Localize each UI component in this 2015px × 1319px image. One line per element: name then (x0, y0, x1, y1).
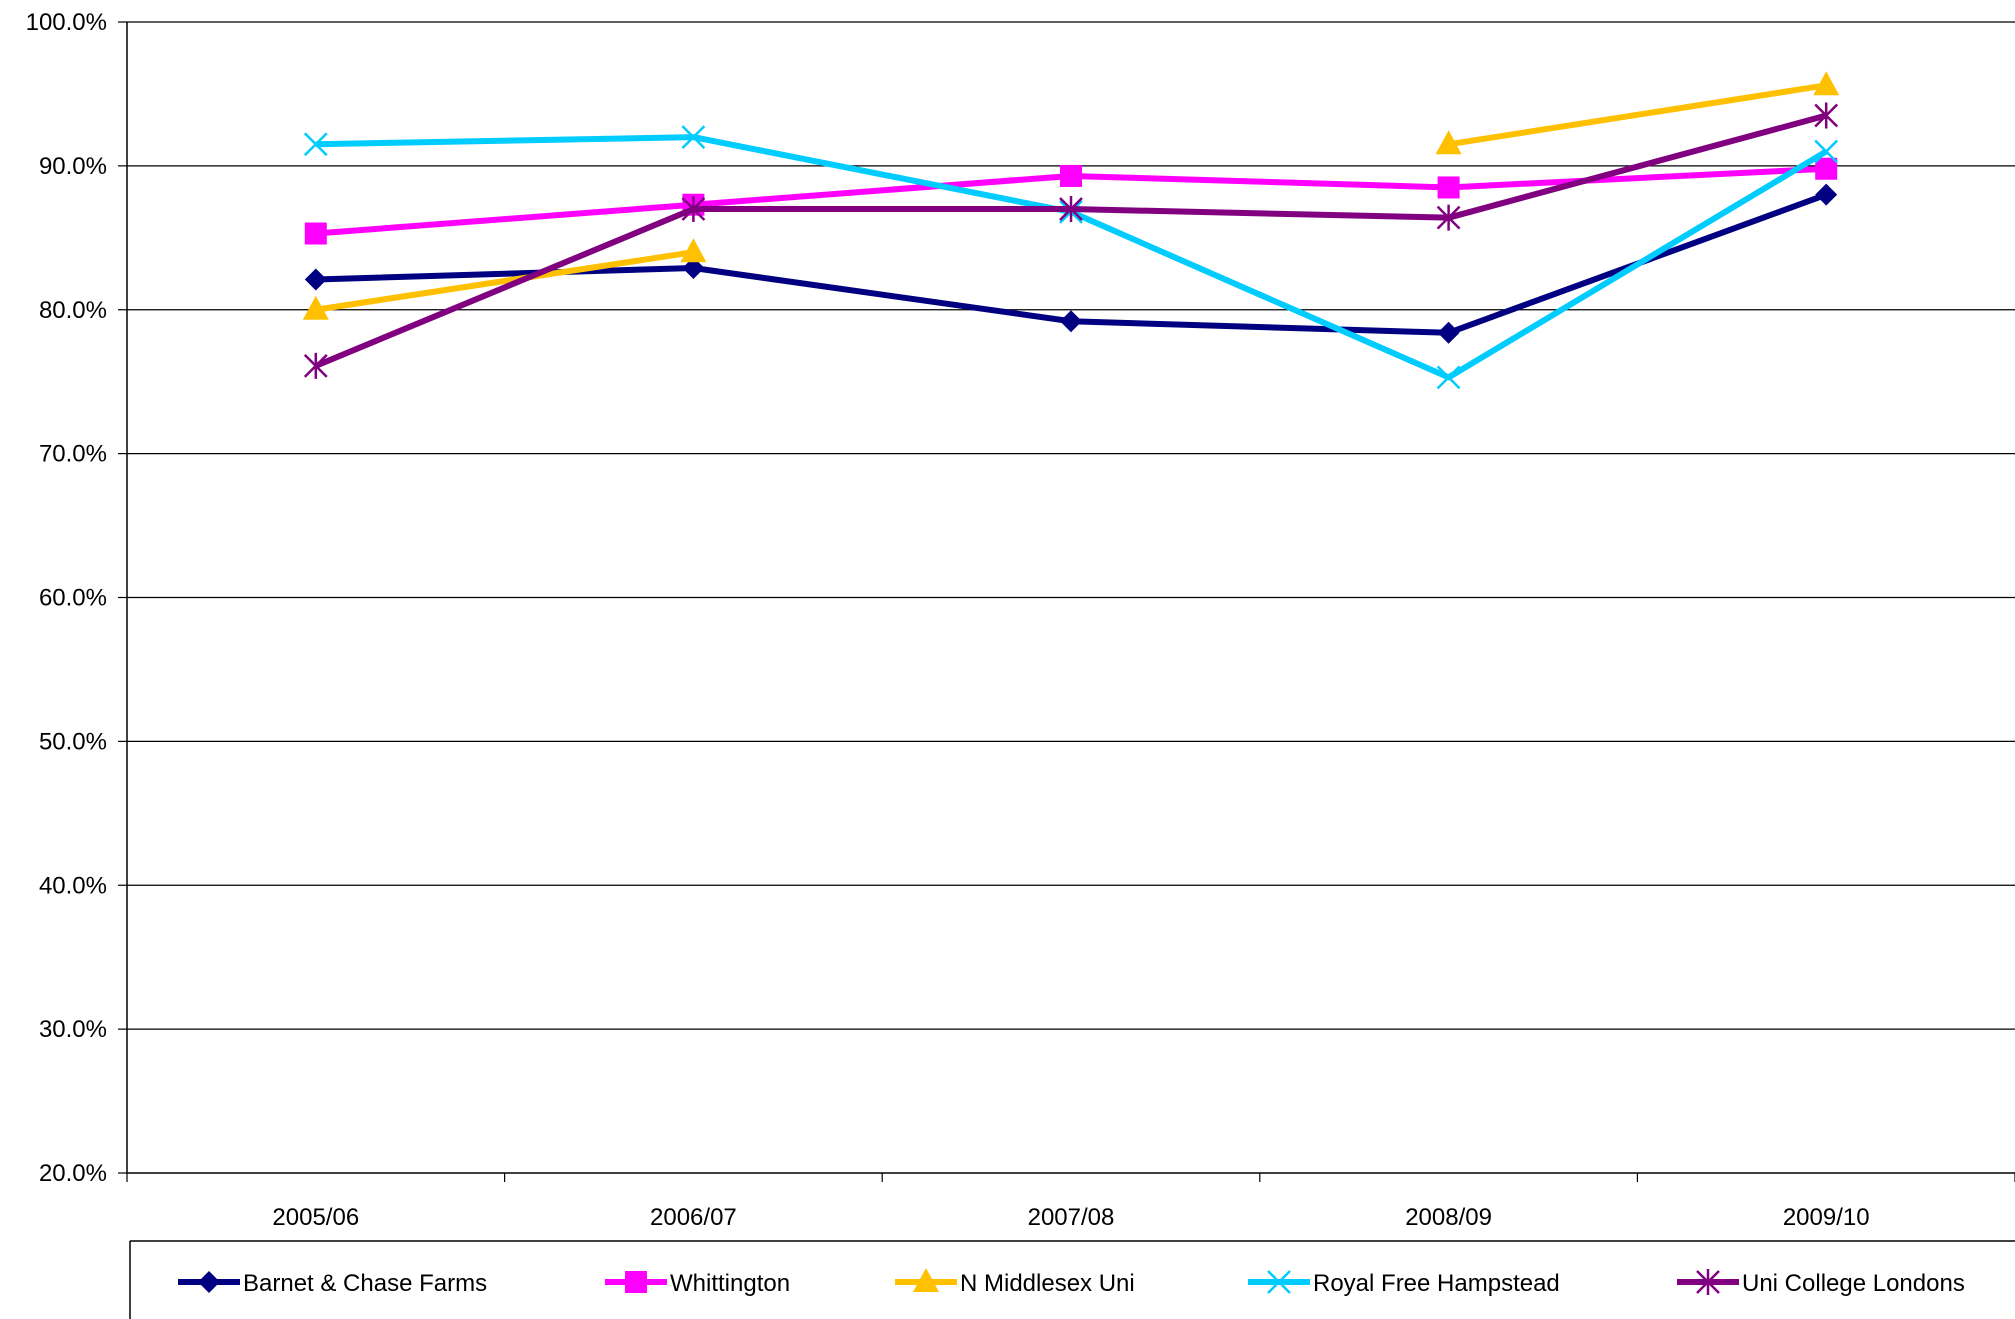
data-point (1435, 130, 1462, 155)
x-tick-label: 2009/10 (1783, 1204, 1870, 1231)
legend-marker (1267, 1270, 1291, 1294)
data-point (1815, 157, 1838, 180)
x-tick-label: 2005/06 (272, 1204, 359, 1231)
y-tick-label: 90.0% (39, 153, 107, 180)
data-point (1813, 71, 1840, 96)
legend-label: Barnet & Chase Farms (243, 1270, 487, 1297)
data-point (304, 222, 327, 245)
series-line (315, 249, 694, 313)
x-tick-label: 2007/08 (1028, 1204, 1115, 1231)
series-n-middlesex-uni (302, 71, 1840, 320)
legend-label: Whittington (670, 1270, 790, 1297)
data-point (1814, 102, 1839, 129)
legend-label: N Middlesex Uni (960, 1270, 1135, 1297)
data-point (1437, 176, 1460, 199)
data-point (681, 196, 706, 223)
legend-marker (625, 1271, 647, 1293)
legend-item: N Middlesex Uni (895, 1268, 1135, 1297)
legend: Barnet & Chase Farms Whittington N Middles… (129, 1240, 2015, 1319)
y-tick-label: 20.0% (39, 1160, 107, 1187)
y-tick-label: 40.0% (39, 872, 107, 899)
legend-item: Uni College Londons (1677, 1269, 1965, 1297)
y-tick-label: 70.0% (39, 441, 107, 468)
data-point (681, 125, 706, 149)
data-point (304, 268, 327, 291)
data-point (1060, 310, 1082, 333)
series-line (1448, 82, 1827, 148)
legend-marker (1696, 1269, 1720, 1295)
data-point (1436, 365, 1461, 390)
y-axis-tick-labels: 20.0% 30.0% 40.0% 50.0% 60.0% 70.0% 80.0% 90.0%… (26, 9, 107, 1187)
data-point (680, 238, 707, 263)
legend-label: Royal Free Hampstead (1313, 1270, 1560, 1297)
data-point (1814, 139, 1839, 164)
legend-marker (198, 1271, 220, 1293)
data-point (303, 352, 328, 379)
data-point (1060, 164, 1082, 187)
y-tick-label: 60.0% (39, 585, 107, 612)
y-tick-label: 30.0% (39, 1016, 107, 1043)
legend-item: Barnet & Chase Farms (178, 1270, 487, 1297)
series-uni-college-londons (303, 102, 1839, 379)
data-point (1815, 183, 1838, 206)
legend-item: Whittington (605, 1270, 790, 1297)
legend-item: Royal Free Hampstead (1248, 1270, 1560, 1297)
x-tick-label: 2006/07 (650, 1204, 737, 1231)
legend-marker (913, 1268, 939, 1292)
x-axis-tick-labels: 2005/06 2006/07 2007/08 2008/09 2009/10 (272, 1204, 1869, 1231)
data-point (1437, 321, 1460, 344)
legend-label: Uni College Londons (1742, 1270, 1965, 1297)
x-tick-label: 2008/09 (1405, 1204, 1492, 1231)
data-point (303, 132, 328, 157)
series-lines (302, 71, 1840, 390)
axes (118, 21, 2015, 1182)
y-tick-label: 100.0% (26, 9, 107, 36)
gridlines (127, 21, 2015, 1030)
data-point (1436, 204, 1461, 231)
data-point (302, 295, 329, 320)
y-tick-label: 50.0% (39, 728, 107, 755)
y-tick-label: 80.0% (39, 297, 107, 324)
data-point (682, 257, 705, 280)
data-point (1059, 196, 1083, 223)
